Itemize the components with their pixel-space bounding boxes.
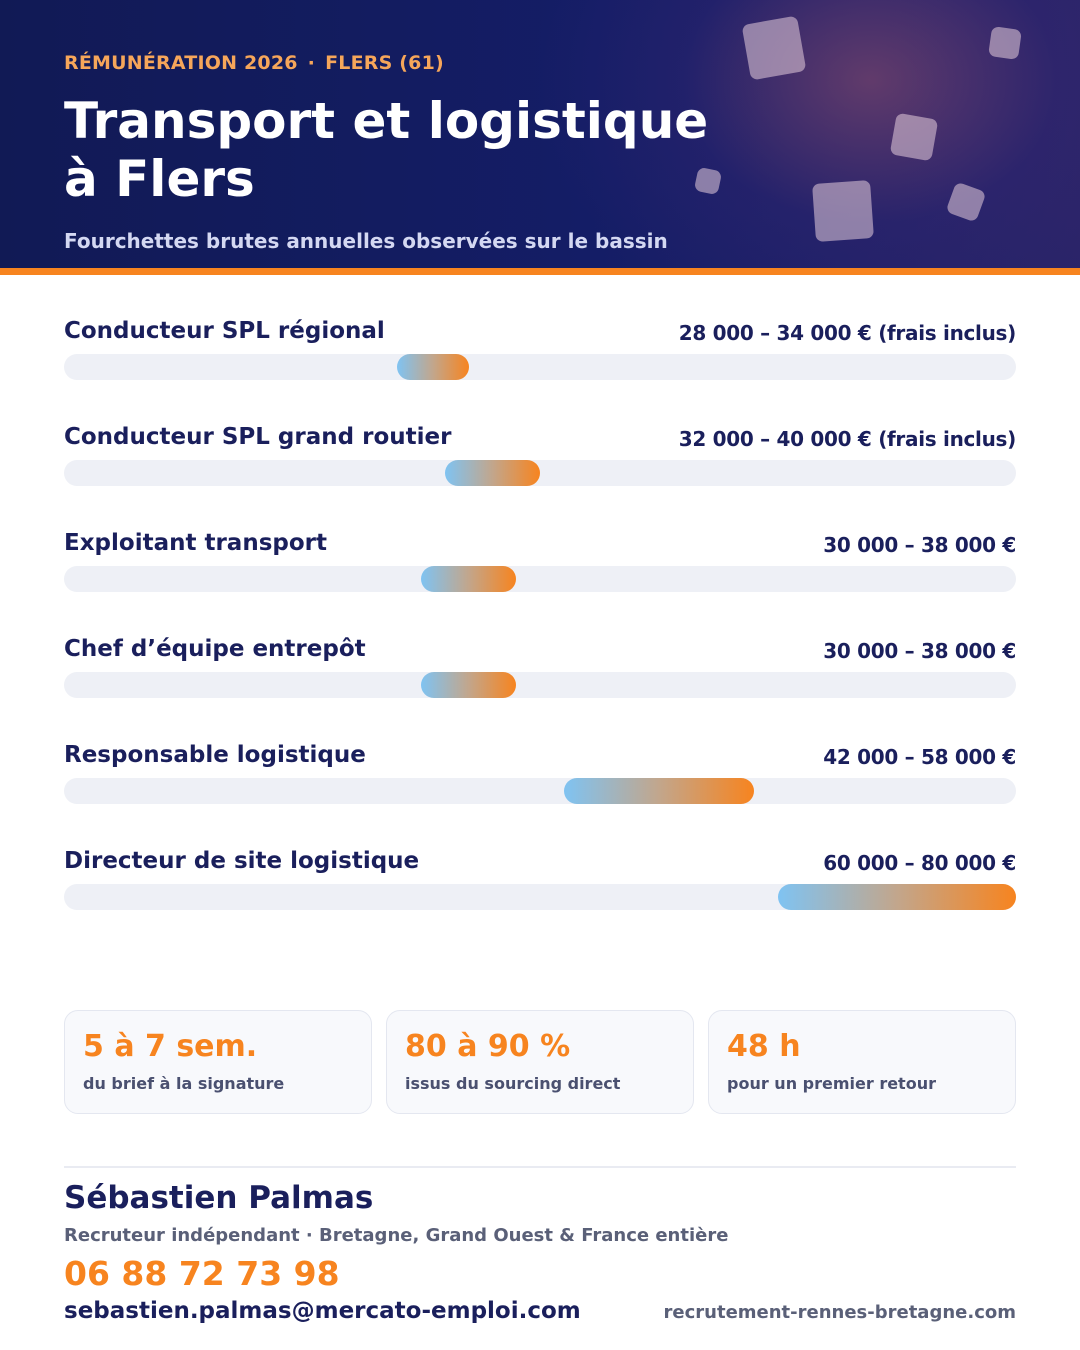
salary-row: Conducteur SPL grand routier 32 000 – 40 … (64, 422, 1016, 528)
salary-track (64, 354, 1016, 380)
stats-row: 5 à 7 sem. du brief à la signature 80 à … (64, 1010, 1016, 1114)
stat-card: 80 à 90 % issus du sourcing direct (386, 1010, 694, 1114)
salary-row-label: Conducteur SPL régional (64, 318, 385, 344)
salary-row-label: Chef d’équipe entrepôt (64, 636, 366, 662)
decorative-square (889, 112, 939, 162)
page-subtitle: Fourchettes brutes annuelles observées s… (64, 229, 668, 253)
salary-track (64, 884, 1016, 910)
salary-row-label: Responsable logistique (64, 742, 366, 768)
contact-role: Recruteur indépendant · Bretagne, Grand … (64, 1225, 729, 1246)
salary-row: Exploitant transport 30 000 – 38 000 € (64, 528, 1016, 634)
salary-range-label: 28 000 – 34 000 € (frais inclus) (678, 321, 1017, 345)
page-title-line-1: Transport et logistique (64, 92, 709, 150)
salary-range-bar (421, 566, 517, 592)
salary-row: Conducteur SPL régional 28 000 – 34 000 €… (64, 316, 1016, 422)
salary-track (64, 566, 1016, 592)
salary-row-label: Directeur de site logistique (64, 848, 420, 874)
page-title-line-2: à Flers (64, 150, 255, 208)
eyebrow-separator: · (307, 52, 316, 74)
decorative-square (988, 26, 1022, 60)
salary-chart: Conducteur SPL régional 28 000 – 34 000 €… (64, 316, 1016, 952)
salary-range-bar (397, 354, 469, 380)
stat-value: 5 à 7 sem. (83, 1029, 258, 1064)
salary-track (64, 778, 1016, 804)
salary-range-label: 32 000 – 40 000 € (frais inclus) (678, 427, 1017, 451)
contact-email-link[interactable]: sebastien.palmas@mercato-emploi.com (64, 1298, 581, 1324)
salary-range-bar (444, 460, 540, 486)
salary-range-bar (778, 884, 1016, 910)
salary-range-label: 30 000 – 38 000 € (823, 533, 1016, 557)
eyebrow-topic: RÉMUNÉRATION 2026 (64, 52, 298, 74)
salary-row: Directeur de site logistique 60 000 – 80 … (64, 846, 1016, 952)
stat-label: issus du sourcing direct (405, 1074, 621, 1093)
eyebrow: RÉMUNÉRATION 2026 · FLERS (61) (64, 52, 444, 74)
header-banner: RÉMUNÉRATION 2026 · FLERS (61) Transport e… (0, 0, 1080, 268)
contact-name: Sébastien Palmas (64, 1180, 374, 1216)
stat-card: 5 à 7 sem. du brief à la signature (64, 1010, 372, 1114)
stat-label: pour un premier retour (727, 1074, 936, 1093)
stat-value: 80 à 90 % (405, 1029, 571, 1064)
decorative-square (945, 181, 987, 223)
stat-label: du brief à la signature (83, 1074, 285, 1093)
decorative-square (812, 180, 874, 242)
stat-value: 48 h (727, 1029, 801, 1064)
salary-range-bar (421, 672, 517, 698)
divider (64, 1166, 1016, 1168)
salary-row-label: Conducteur SPL grand routier (64, 424, 452, 450)
salary-track (64, 460, 1016, 486)
stat-card: 48 h pour un premier retour (708, 1010, 1016, 1114)
salary-row: Responsable logistique 42 000 – 58 000 € (64, 740, 1016, 846)
salary-row: Chef d’équipe entrepôt 30 000 – 38 000 € (64, 634, 1016, 740)
salary-range-label: 30 000 – 38 000 € (823, 639, 1016, 663)
salary-track (64, 672, 1016, 698)
contact-website-link[interactable]: recrutement-rennes-bretagne.com (663, 1302, 1016, 1323)
header-accent-bar (0, 268, 1080, 275)
salary-range-label: 42 000 – 58 000 € (823, 745, 1016, 769)
page-title: Transport et logistique à Flers (64, 92, 764, 208)
contact-phone[interactable]: 06 88 72 73 98 (64, 1254, 340, 1293)
eyebrow-location: FLERS (61) (325, 52, 444, 74)
decorative-square (741, 15, 807, 81)
salary-range-bar (563, 778, 755, 804)
salary-range-label: 60 000 – 80 000 € (823, 851, 1016, 875)
salary-row-label: Exploitant transport (64, 530, 327, 556)
